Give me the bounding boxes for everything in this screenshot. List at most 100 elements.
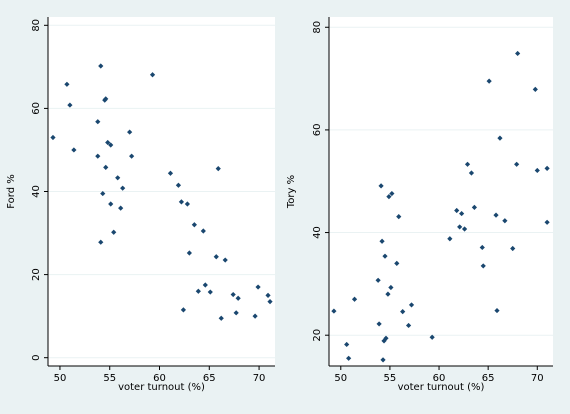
data-point [383,335,389,341]
data-point [388,284,394,291]
data-point [532,86,538,92]
data-point [510,245,516,252]
data-point [497,135,503,141]
x-axis-title: voter turnout (%) [398,382,485,393]
data-point [514,161,520,167]
data-point [408,302,415,308]
data-point [494,307,500,314]
data-point [202,282,208,288]
data-point [95,153,101,159]
data-point [120,185,126,191]
data-point [235,295,241,301]
data-point [457,224,463,230]
data-point [71,147,77,153]
x-tick-label: 70 [253,373,266,384]
data-point [218,315,224,321]
plot-area [329,17,553,366]
data-point [480,263,486,269]
data-point [376,321,382,327]
data-point [502,218,508,224]
data-point [167,170,174,176]
data-point [405,322,412,329]
y-tick-label: 20 [312,329,323,342]
y-tick-label: 0 [31,355,42,361]
data-point [64,81,70,87]
data-point [95,119,101,125]
data-point [178,199,185,205]
data-point [98,239,104,245]
data-point [105,139,111,146]
x-tick-label: 50 [54,373,67,384]
data-point [389,190,395,197]
data-point [486,78,492,84]
data-point [464,161,471,167]
data-point [233,310,239,316]
y-tick-label: 60 [312,124,323,137]
data-point [381,338,387,344]
data-point [108,142,114,148]
data-point [471,204,478,211]
data-point [200,228,206,234]
data-point [108,201,114,207]
y-tick-label: 40 [312,226,323,239]
data-point [50,134,56,141]
data-point [346,355,352,361]
data-point [103,96,109,102]
data-point [379,238,385,244]
data-point [344,341,350,348]
data-point [127,129,133,135]
y-tick-label: 40 [31,185,42,198]
data-point [447,236,453,242]
data-point [385,291,391,297]
data-point [479,244,485,251]
data-point [386,194,392,200]
data-point [351,296,358,302]
data-point [67,102,73,108]
data-point [468,170,475,176]
data-point [175,182,182,188]
data-point [186,250,192,256]
data-point [100,190,106,197]
y-tick-label: 20 [31,268,42,281]
y-tick-label: 80 [31,19,42,32]
x-tick-label: 60 [153,373,166,384]
data-point [129,153,135,159]
data-point [265,292,271,298]
data-point [493,212,499,218]
data-point [429,334,435,340]
data-point [382,253,388,259]
data-point [180,307,187,313]
x-axis-title: voter turnout (%) [118,382,205,393]
data-point [461,226,468,232]
x-tick-label: 55 [384,373,397,384]
tory-scatter-panel: 20 40 60 80 50 55 60 65 70 voter turnout (%) Tory … [286,17,553,393]
data-point [184,201,190,207]
data-point [111,229,117,235]
data-point [378,183,384,189]
data-point [191,222,197,228]
data-point [230,291,236,298]
x-tick-label: 65 [203,373,216,384]
data-point [213,254,219,260]
data-point [459,210,465,217]
data-point [115,175,121,181]
y-tick-label: 80 [312,21,323,34]
data-point [149,72,156,78]
data-point [103,164,109,171]
y-tick-label: 60 [31,102,42,115]
data-point [98,63,104,69]
data-point [396,214,402,220]
x-tick-label: 65 [482,373,495,384]
data-point [222,257,228,263]
data-point [380,357,386,363]
x-tick-label: 60 [433,373,446,384]
x-tick-label: 70 [531,373,544,384]
data-point [255,284,261,290]
data-point [534,167,540,174]
data-point [454,207,460,214]
data-point [375,277,381,283]
data-point [400,308,406,315]
ford-scatter-panel: 0 20 40 60 80 50 55 60 65 70 voter turnout (%) Ford… [6,17,275,393]
x-tick-label: 50 [334,373,347,384]
data-point [331,308,337,314]
